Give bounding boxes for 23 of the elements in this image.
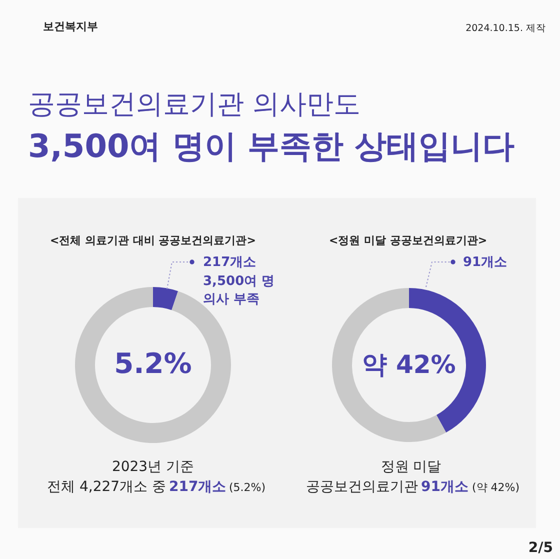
legend-label: 217개소 (203, 255, 256, 270)
donut-slice (153, 287, 178, 310)
text: 전체 4,227개소 중 (47, 479, 166, 495)
text: 공공보건의료기관 (306, 479, 418, 495)
text: 2023년 기준 (112, 459, 194, 475)
text: 3,500여 명이 부족한 상태입니다 (28, 127, 515, 165)
text: 2024.10.15. 제작 (466, 23, 546, 34)
text: 보건복지부 (43, 20, 98, 33)
text: (약 42%) (472, 481, 520, 494)
data-label: 5.2% (114, 347, 192, 380)
text: 2/5 (528, 540, 553, 556)
text: 3,500여 명 (203, 274, 275, 289)
data-label: 약 42% (362, 350, 456, 379)
text: 의사 부족 (203, 292, 260, 307)
chart-title: <전체 의료기관 대비 공공보건의료기관> (50, 234, 256, 247)
legend-label: 91개소 (463, 255, 508, 270)
text: (5.2%) (229, 481, 266, 494)
text: 91개소 (421, 479, 468, 495)
chart-title: <정원 미달 공공보건의료기관> (328, 234, 488, 247)
donut-slice (75, 287, 231, 443)
text: 217개소 (169, 479, 226, 495)
text: 정원 미달 (380, 459, 442, 475)
text: 공공보건의료기관 의사만도 (28, 89, 361, 120)
